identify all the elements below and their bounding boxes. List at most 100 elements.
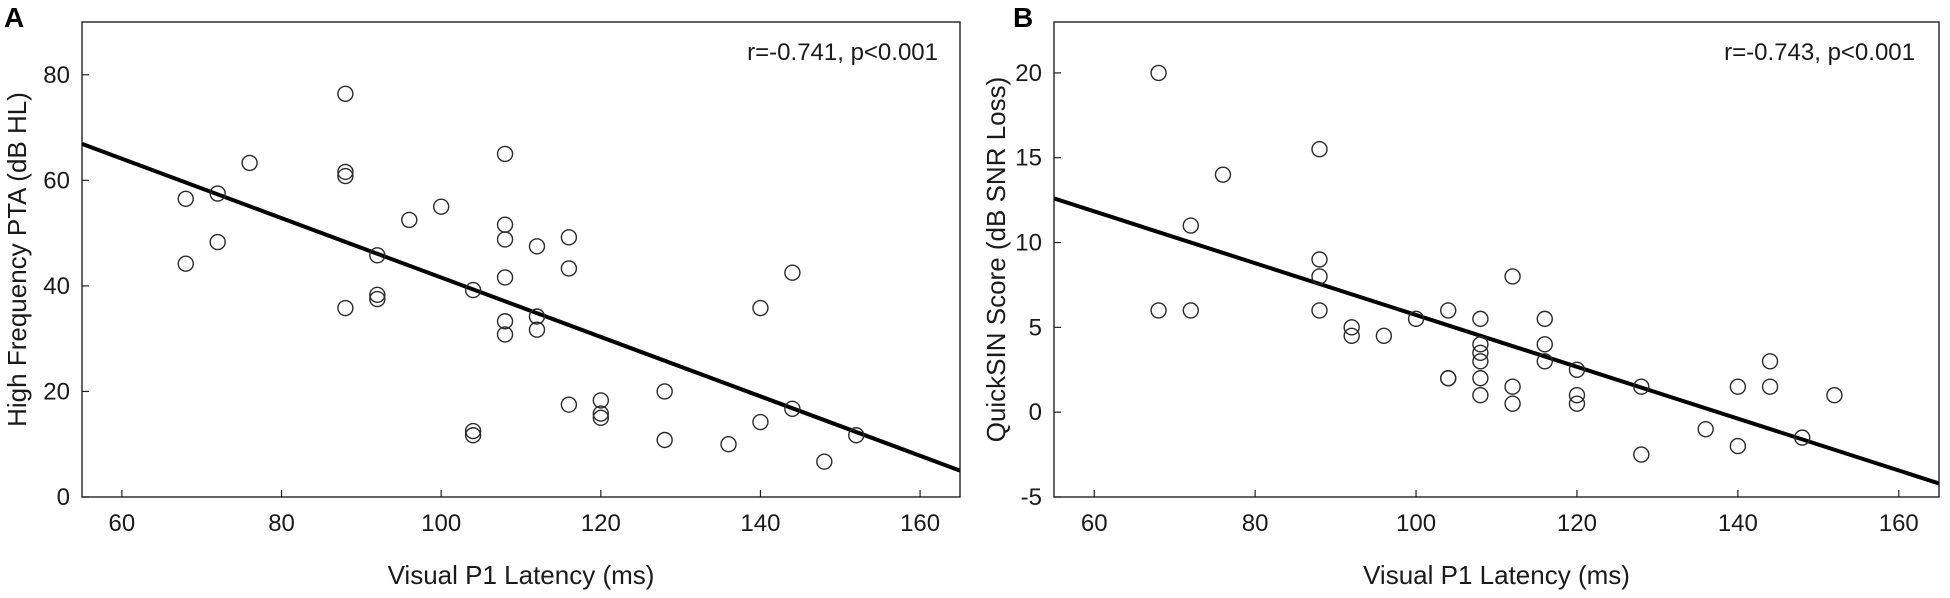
data-point [528,238,546,255]
data-point [848,427,865,444]
x-tick-label: 140 [1718,510,1758,537]
x-tick-label: 160 [900,510,940,537]
regression-line [82,142,960,473]
data-point [1633,446,1650,463]
data-point [496,326,514,343]
data-point [784,264,801,281]
data-point [592,405,610,422]
data-point [592,409,610,427]
data-point [1472,353,1489,370]
data-point [209,233,226,251]
data-point [241,154,258,172]
data-point [592,392,610,409]
data-point [369,290,386,308]
x-tick-label: 120 [1557,510,1597,537]
data-point [1504,268,1521,285]
data-point [1761,378,1779,395]
y-tick-label: 15 [1015,145,1042,172]
data-point [1472,387,1489,404]
data-point [528,308,546,325]
y-tick-label: 80 [43,62,70,89]
data-point [1150,302,1167,319]
data-point [1761,353,1779,370]
data-point [752,299,769,317]
data-point [369,286,386,304]
data-point [496,269,514,286]
data-point [1472,336,1489,353]
data-point [1826,387,1843,404]
data-point [337,163,354,181]
data-point [1311,251,1328,268]
data-point [1536,336,1553,353]
x-tick-label: 140 [740,510,780,537]
regression-line [1054,196,1939,486]
y-tick-label: 20 [1015,60,1042,87]
data-point [1375,327,1393,345]
y-tick-label: 20 [43,378,70,405]
data-point [816,453,833,470]
data-point [337,167,354,185]
plot-frame [81,21,961,498]
y-axis-label: QuickSIN Score (dB SNR Loss) [981,77,1011,443]
data-point [1794,429,1811,446]
data-point [784,400,801,418]
data-point [1150,64,1167,82]
y-tick-label: 60 [43,167,70,194]
data-point [720,436,737,453]
plot-frame [1053,21,1940,498]
scatter-plot-b: 60 80 100 120 140 160 -5 0 5 10 15 20 Visual P1 Late… [981,21,1940,590]
data-point [369,247,386,264]
data-point [177,190,194,208]
data-point [656,431,673,449]
data-point [1182,217,1199,234]
y-tick-label: 10 [1015,230,1042,257]
stats-annotation: r=-0.743, p<0.001 [1724,39,1915,66]
data-point [1311,302,1328,319]
data-point [1407,310,1425,328]
scatter-plot-a: 60 80 100 120 140 160 0 20 40 60 80 Visual P1 Laten… [2,21,961,590]
data-point [560,396,578,413]
data-point [1504,378,1521,395]
x-tick-label: 100 [1396,510,1436,537]
data-point [1729,378,1747,395]
y-axis-label: High Frequency PTA (dB HL) [2,92,32,427]
data-point [528,321,546,338]
x-tick-label: 60 [109,510,136,537]
data-point [496,231,514,248]
data-point [337,299,354,317]
data-point [1311,268,1328,285]
data-point [464,422,482,440]
panel-label-a: A [4,2,25,33]
data-point [1568,395,1586,412]
x-tick-label: 120 [581,510,621,537]
stats-annotation: r=-0.741, p<0.001 [747,39,938,66]
data-point [432,198,450,215]
data-point [1343,327,1360,345]
x-tick-label: 160 [1879,510,1919,537]
data-point [656,383,673,400]
data-point [496,313,514,330]
data-point [1311,141,1328,158]
data-point [177,255,194,272]
x-tick-label: 100 [421,510,461,537]
data-point [464,281,482,299]
data-point [209,185,226,202]
data-point [560,260,578,277]
y-tick-label: 5 [1029,314,1042,341]
data-point [1214,166,1232,183]
y-tick-label: 0 [1029,399,1042,426]
x-tick-label: 80 [268,510,295,537]
x-tick-label: 60 [1081,510,1108,537]
data-point [1182,302,1199,319]
data-point [1568,361,1586,378]
data-point [1472,310,1489,328]
data-point [464,427,482,444]
data-point [1729,437,1747,455]
chart-panel-b: B 60 80 100 120 140 160 -5 0 5 10 15 20 Visual P1 La… [975,0,1950,593]
data-point [1504,395,1521,412]
panel-label-b: B [1013,2,1034,33]
x-tick-label: 80 [1242,510,1269,537]
data-point [752,413,769,431]
data-point [1697,420,1714,438]
data-point [1343,319,1360,336]
